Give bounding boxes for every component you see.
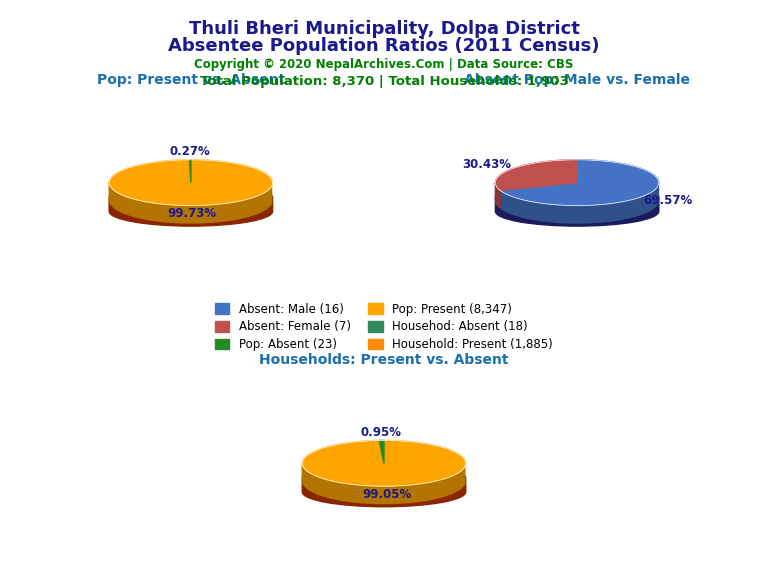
Ellipse shape xyxy=(495,183,659,212)
Polygon shape xyxy=(500,160,659,206)
Text: Absentee Population Ratios (2011 Census): Absentee Population Ratios (2011 Census) xyxy=(168,37,600,55)
Polygon shape xyxy=(109,182,272,223)
Ellipse shape xyxy=(109,183,273,212)
Text: Thuli Bheri Municipality, Dolpa District: Thuli Bheri Municipality, Dolpa District xyxy=(189,20,579,38)
Ellipse shape xyxy=(495,195,659,224)
Ellipse shape xyxy=(109,187,273,216)
Ellipse shape xyxy=(495,191,659,220)
Title: Absent Pop: Male vs. Female: Absent Pop: Male vs. Female xyxy=(464,73,690,87)
Ellipse shape xyxy=(495,193,659,222)
Ellipse shape xyxy=(109,196,273,226)
Text: 99.05%: 99.05% xyxy=(362,488,412,501)
Ellipse shape xyxy=(303,463,465,492)
Ellipse shape xyxy=(109,189,273,218)
Ellipse shape xyxy=(495,196,659,226)
Text: Total Population: 8,370 | Total Households: 1,903: Total Population: 8,370 | Total Househol… xyxy=(200,75,568,88)
Polygon shape xyxy=(190,160,191,183)
Ellipse shape xyxy=(303,471,465,501)
Ellipse shape xyxy=(303,467,465,497)
Polygon shape xyxy=(379,441,384,463)
Ellipse shape xyxy=(303,475,465,505)
Ellipse shape xyxy=(495,189,659,218)
Polygon shape xyxy=(500,185,658,223)
Ellipse shape xyxy=(303,469,465,499)
Text: 0.95%: 0.95% xyxy=(360,426,401,439)
Title: Households: Present vs. Absent: Households: Present vs. Absent xyxy=(260,353,508,367)
Legend: Absent: Male (16), Absent: Female (7), Pop: Absent (23), Pop: Present (8,347), H: Absent: Male (16), Absent: Female (7), P… xyxy=(210,298,558,356)
Ellipse shape xyxy=(303,478,465,507)
Polygon shape xyxy=(109,160,273,206)
Title: Pop: Present vs. Absent: Pop: Present vs. Absent xyxy=(97,73,285,87)
Ellipse shape xyxy=(109,191,273,220)
Polygon shape xyxy=(303,441,465,486)
Text: 99.73%: 99.73% xyxy=(167,207,217,220)
Ellipse shape xyxy=(109,195,273,224)
Polygon shape xyxy=(495,183,500,208)
Ellipse shape xyxy=(303,473,465,503)
Ellipse shape xyxy=(495,187,659,216)
Text: Copyright © 2020 NepalArchives.Com | Data Source: CBS: Copyright © 2020 NepalArchives.Com | Dat… xyxy=(194,58,574,71)
Ellipse shape xyxy=(495,185,659,214)
Text: 30.43%: 30.43% xyxy=(462,158,511,171)
Ellipse shape xyxy=(109,185,273,214)
Polygon shape xyxy=(495,160,577,190)
Text: 0.27%: 0.27% xyxy=(170,145,210,158)
Ellipse shape xyxy=(303,465,465,495)
Polygon shape xyxy=(303,463,465,503)
Text: 69.57%: 69.57% xyxy=(643,194,692,207)
Ellipse shape xyxy=(109,193,273,222)
